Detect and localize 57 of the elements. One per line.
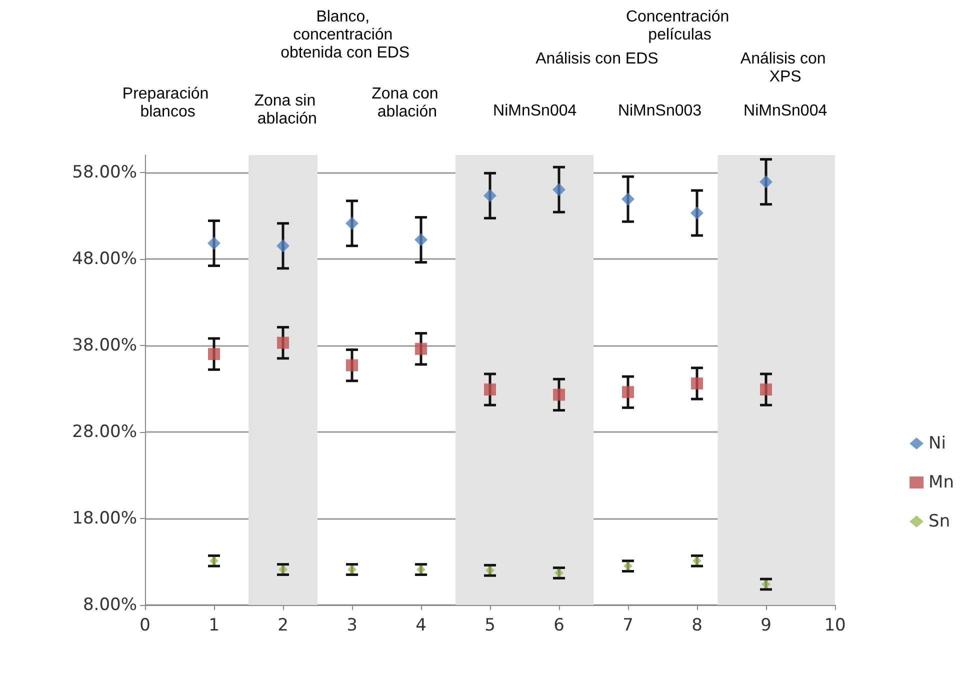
point	[210, 556, 218, 566]
x-tick-label: 9	[760, 616, 772, 636]
point	[276, 239, 290, 252]
point	[691, 377, 703, 390]
text: NiMnSn003	[618, 102, 702, 120]
point	[486, 566, 494, 575]
text: Análisis con EDS	[536, 50, 658, 68]
text: NiMnSn004	[744, 102, 828, 120]
y-tick-label: 28.00%	[72, 422, 137, 442]
point	[622, 192, 634, 206]
text: Concentración películas	[626, 8, 734, 44]
x-tick-label: 1	[208, 616, 220, 636]
point	[277, 336, 289, 349]
point	[208, 236, 220, 250]
x-tick-label: 7	[622, 616, 634, 636]
x-tick-label: 8	[692, 616, 702, 636]
x-tick-label: 10	[824, 616, 846, 636]
y-tick-label: 38.00%	[72, 335, 137, 356]
y-tick-label: 8.00%	[82, 595, 137, 615]
point	[692, 556, 702, 566]
legend-label: Ni	[928, 434, 946, 454]
point	[553, 388, 565, 401]
point	[348, 565, 356, 574]
x-tick-label: 5	[484, 616, 496, 636]
point	[415, 342, 427, 355]
x-tick-label: 6	[554, 616, 564, 636]
x-tick-label: 4	[416, 616, 426, 636]
x-tick-label: 0	[140, 616, 150, 636]
text: Zona sin ablación	[254, 92, 320, 128]
x-tick-label: 3	[346, 616, 358, 636]
point	[552, 183, 566, 196]
y-tick-label: 58.00%	[72, 162, 137, 182]
point	[416, 565, 426, 574]
x-tick-label: 2	[278, 616, 288, 636]
point	[278, 565, 288, 574]
text: Análisis con XPS	[740, 50, 830, 86]
y-tick-label: 48.00%	[72, 248, 137, 269]
point	[760, 175, 772, 188]
text: Preparación blancos	[122, 86, 214, 120]
point	[554, 568, 564, 578]
text: Zona con ablación	[372, 86, 443, 120]
point	[690, 206, 704, 220]
legend-label: Mn	[928, 472, 954, 492]
text: Blanco, concentración obtenida con EDS	[280, 8, 410, 62]
point	[762, 580, 770, 589]
legend-label: Sn	[928, 512, 950, 532]
y-tick-label: 18.00%	[72, 508, 137, 528]
point	[622, 386, 634, 398]
point	[346, 359, 358, 372]
point	[484, 189, 496, 202]
point	[346, 216, 358, 230]
point	[414, 233, 428, 246]
point	[484, 384, 496, 396]
point	[624, 562, 632, 571]
text: NiMnSn004	[493, 102, 577, 120]
point	[760, 384, 772, 396]
point	[208, 348, 220, 360]
